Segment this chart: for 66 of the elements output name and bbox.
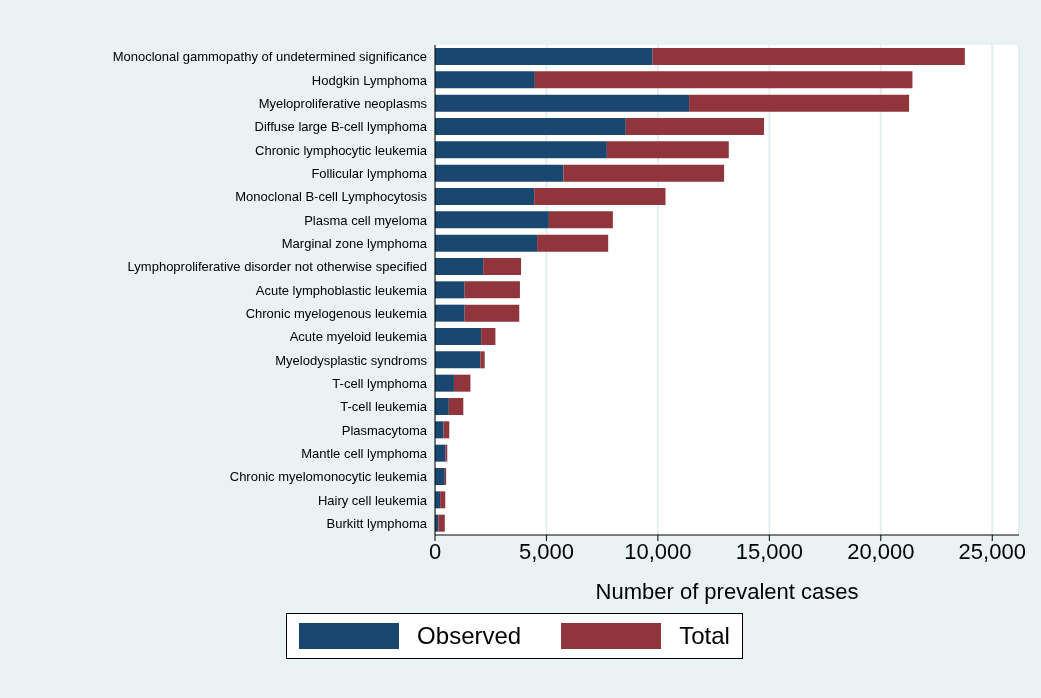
y-tick-label: Burkitt lymphoma	[326, 515, 428, 531]
y-tick-label: T-cell lymphoma	[332, 375, 428, 391]
bar	[464, 304, 520, 322]
bar	[435, 188, 535, 205]
bar	[464, 281, 520, 299]
bar	[435, 71, 535, 89]
x-axis-title: Number of prevalent cases	[595, 579, 859, 604]
x-tick-label: 20,000	[847, 538, 915, 564]
y-tick-label: Chronic myelomonocytic leukemia	[229, 469, 428, 485]
bar	[438, 514, 445, 532]
bar	[537, 234, 609, 252]
x-tick-label: 5,000	[518, 538, 574, 564]
bar	[453, 374, 471, 392]
bar	[435, 234, 538, 252]
bar	[534, 188, 666, 205]
y-tick-label: Plasma cell myeloma	[304, 212, 428, 228]
y-tick-label: Acute myeloid leukemia	[289, 329, 428, 345]
bar	[435, 211, 549, 229]
y-tick-label: Acute lymphoblastic leukemia	[255, 282, 428, 298]
y-tick-label: Marginal zone lymphoma	[281, 235, 428, 251]
y-tick-label: Monoclonal B-cell Lymphocytosis	[235, 189, 428, 205]
bar	[448, 398, 464, 415]
bar	[483, 258, 522, 275]
bar	[435, 468, 445, 485]
bar	[435, 281, 465, 299]
y-tick-label: Mantle cell lymphoma	[301, 445, 428, 461]
bar	[435, 374, 454, 392]
x-tick-label: 25,000	[958, 538, 1026, 564]
bar	[435, 141, 607, 159]
y-tick-label: T-cell leukemia	[340, 399, 428, 415]
legend-label: Total	[679, 622, 730, 650]
bar	[481, 328, 496, 345]
y-tick-label: Myeloproliferative neoplasms	[258, 95, 428, 111]
legend-label: Observed	[417, 622, 522, 650]
y-tick-label: Hairy cell leukemia	[317, 492, 428, 508]
bar	[548, 211, 613, 229]
x-tick-label: 10,000	[624, 538, 692, 564]
bar	[652, 48, 965, 65]
bar	[435, 328, 482, 345]
bar	[435, 118, 626, 135]
y-tick-label: Myelodysplastic syndroms	[275, 352, 428, 368]
bar	[435, 304, 465, 322]
bar	[625, 118, 764, 135]
y-tick-label: Chronic myelogenous leukemia	[245, 305, 428, 321]
bar	[440, 491, 446, 509]
y-tick-label: Plasmacytoma	[341, 422, 428, 438]
y-tick-label: Hodgkin Lymphoma	[311, 72, 428, 88]
bar	[435, 351, 481, 369]
x-tick-label: 0	[428, 538, 442, 564]
bar	[435, 48, 653, 65]
y-tick-label: Diffuse large B-cell lymphoma	[254, 119, 428, 135]
bar	[606, 141, 729, 159]
bar	[435, 398, 449, 415]
bar	[689, 94, 910, 112]
bar	[534, 71, 913, 89]
bar	[435, 258, 484, 275]
bar	[563, 164, 725, 182]
bar	[480, 351, 485, 369]
y-tick-label: Lymphoproliferative disorder not otherwise specified	[127, 259, 427, 275]
bar	[443, 421, 450, 439]
bar	[435, 94, 690, 112]
x-tick-label: 15,000	[735, 538, 803, 564]
y-tick-label: Monoclonal gammopathy of undetermined significance	[112, 49, 427, 65]
y-tick-label: Follicular lymphoma	[311, 165, 428, 181]
y-tick-label: Chronic lymphocytic leukemia	[255, 142, 428, 158]
bar	[435, 164, 564, 182]
